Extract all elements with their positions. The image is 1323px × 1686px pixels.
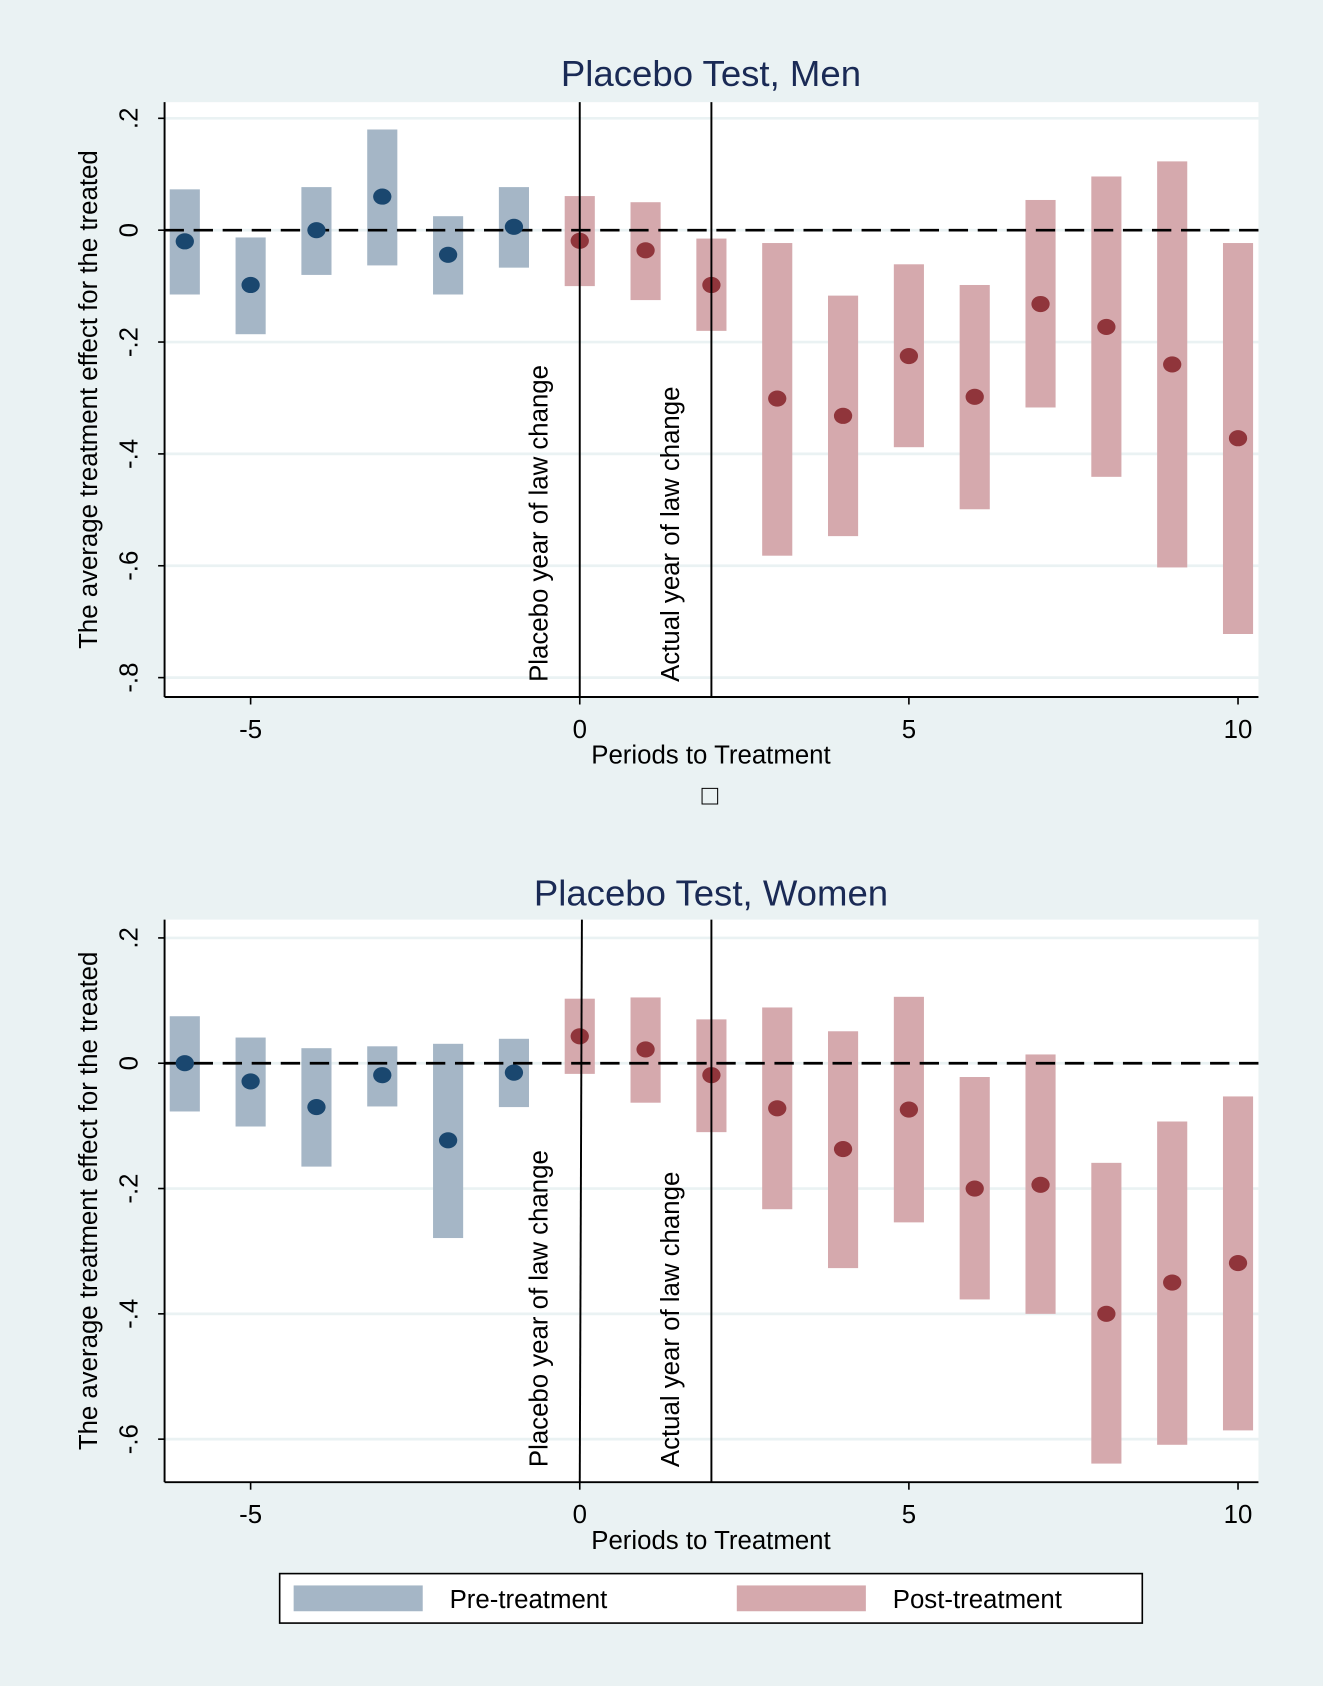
point-estimate	[1228, 1255, 1248, 1272]
y-tick-label: -.2	[116, 327, 144, 357]
point-estimate	[833, 1140, 853, 1158]
x-tick-label: -5	[239, 716, 262, 744]
y-tick-label: .2	[116, 927, 144, 949]
panel-men: .2 0 -.2 -.4 -.6 -.8 -5 0 5 10 Placebo year of law…	[75, 53, 1259, 770]
y-tick-label: -.6	[116, 1424, 144, 1454]
point-estimate	[768, 1100, 787, 1117]
point-estimate	[241, 1073, 260, 1090]
point-estimate	[438, 1132, 458, 1149]
point-estimate	[504, 1064, 524, 1081]
chart-title: Placebo Test, Women	[534, 873, 888, 914]
point-estimate	[438, 246, 458, 263]
y-tick-label: 0	[116, 223, 144, 237]
legend-label-pre: Pre-treatment	[450, 1586, 608, 1614]
point-estimate	[636, 1041, 655, 1058]
vline-label: Placebo year of law change	[525, 1150, 553, 1467]
y-tick-label: .2	[116, 108, 144, 130]
x-axis-label: Periods to Treatment	[591, 742, 830, 770]
point-estimate	[1163, 356, 1182, 373]
y-tick-label: -.8	[116, 663, 144, 693]
point-estimate	[241, 276, 260, 294]
point-estimate	[504, 218, 524, 235]
point-estimate	[1031, 295, 1050, 313]
legend-label-post: Post-treatment	[893, 1586, 1062, 1614]
legend: Pre-treatment Post-treatment	[278, 1572, 1144, 1624]
x-axis-label: Periods to Treatment	[591, 1527, 830, 1555]
x-tick-label: 10	[1224, 1501, 1253, 1529]
point-estimate	[833, 407, 853, 424]
y-tick-label: -.4	[116, 1299, 144, 1329]
point-estimate	[1097, 1305, 1116, 1322]
y-tick-label: 0	[116, 1056, 144, 1070]
x-tick-label: 0	[573, 716, 587, 744]
point-estimate	[175, 1055, 194, 1072]
point-estimate	[1163, 1274, 1182, 1291]
panel-women: .2 0 -.2 -.4 -.6 -5 0 5 10 Placebo year of law ch…	[75, 873, 1259, 1555]
x-tick-label: 5	[902, 716, 916, 744]
vline-label: Actual year of law change	[657, 1172, 685, 1467]
point-estimate	[768, 390, 787, 407]
panel-note: □	[701, 780, 718, 811]
point-estimate	[570, 1028, 589, 1045]
point-estimate	[175, 233, 194, 250]
point-estimate	[1031, 1176, 1050, 1193]
vline-label: Actual year of law change	[657, 387, 685, 682]
y-axis-label: The average treatment effect for the tre…	[75, 150, 103, 649]
point-estimate	[636, 242, 655, 259]
point-estimate	[899, 1101, 919, 1118]
point-estimate	[373, 188, 392, 205]
y-tick-label: -.6	[116, 551, 144, 581]
point-estimate	[373, 1067, 392, 1084]
legend-swatch-pre	[293, 1585, 423, 1612]
y-tick-label: -.2	[116, 1173, 144, 1203]
point-estimate	[307, 222, 326, 239]
point-estimate	[965, 1180, 984, 1197]
y-axis-label: The average treatment effect for the tre…	[75, 952, 103, 1451]
y-tick-label: -.4	[116, 439, 144, 469]
x-tick-label: 10	[1224, 716, 1253, 744]
vline-placebo	[578, 919, 583, 1483]
point-estimate	[1097, 318, 1116, 336]
x-tick-label: 0	[573, 1501, 587, 1529]
vline-label: Placebo year of law change	[525, 365, 553, 682]
point-estimate	[899, 347, 919, 365]
legend-box	[278, 1572, 1144, 1624]
x-tick-label: -5	[239, 1501, 262, 1529]
legend-swatch-post	[736, 1585, 866, 1612]
point-estimate	[965, 388, 984, 405]
point-estimate	[1228, 430, 1248, 447]
chart-title: Placebo Test, Men	[561, 53, 861, 94]
x-tick-label: 5	[902, 1501, 916, 1529]
point-estimate	[307, 1099, 326, 1116]
